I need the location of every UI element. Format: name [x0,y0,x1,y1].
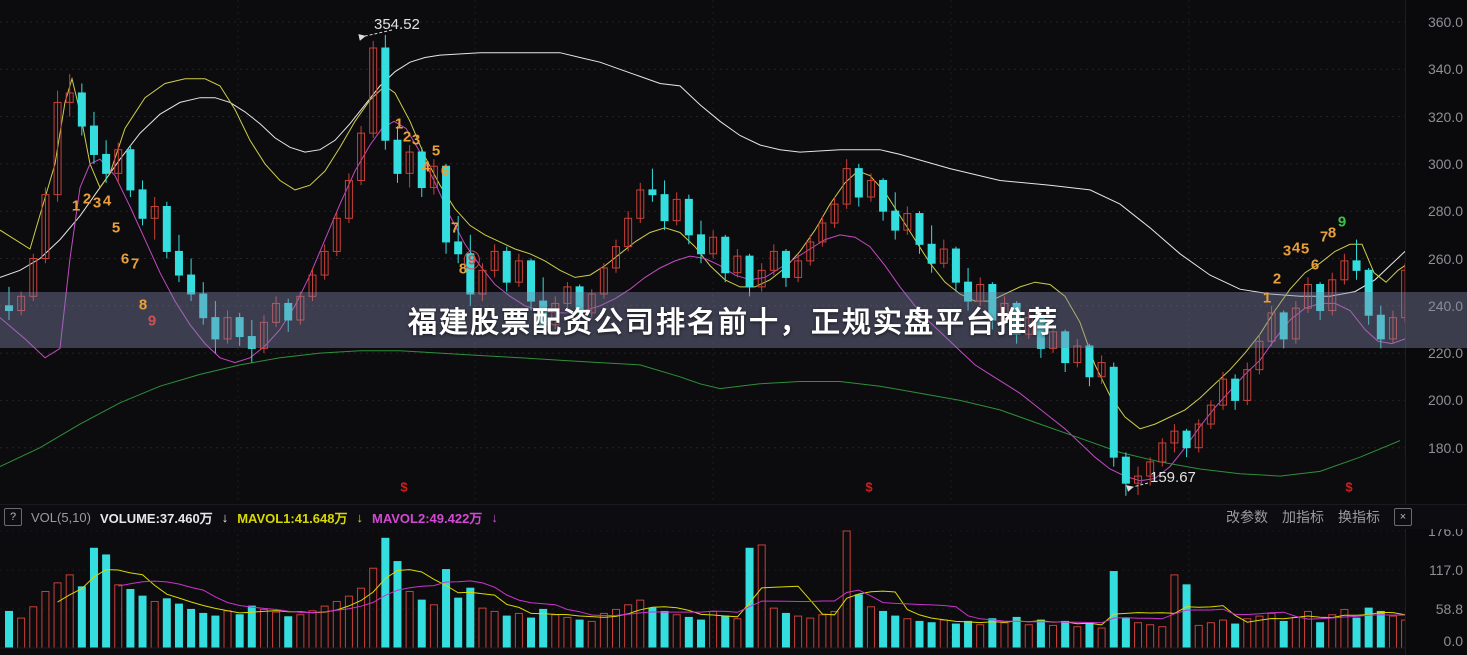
td-sequence-marker: 9 [463,250,481,270]
td-sequence-marker: 5 [111,219,121,237]
td-sequence-marker: 1 [394,115,404,133]
change-params-button[interactable]: 改参数 [1226,509,1268,525]
td-sequence-marker: 6 [1310,256,1320,274]
price-tick-label: 200.0 [1427,392,1463,409]
td-sequence-marker: 8 [138,296,148,314]
volume-tick-label: 0.0 [1443,633,1463,649]
td-sequence-marker: 2 [402,128,412,146]
td-sequence-marker: 8 [1327,224,1337,242]
td-sequence-marker: 2 [1272,270,1282,288]
td-sequence-marker: 5 [431,142,441,160]
td-sequence-marker: 5 [1300,240,1310,258]
price-tick-label: 340.0 [1427,61,1463,78]
volume-down-arrow-icon: ↓ [221,509,229,525]
td-sequence-marker: 8 [458,260,468,278]
td-sequence-marker: 6 [440,162,450,180]
ad-banner-text: 福建股票配资公司排名前十，正规实盘平台推荐 [407,307,1059,339]
td-sequence-marker: 2 [82,190,92,208]
td-sequence-marker: 7 [450,219,460,237]
price-tick-label: 180.0 [1427,439,1463,456]
volume-tick-label: 58.8 [1435,600,1463,617]
td-sequence-marker: 4 [102,192,112,210]
volume-tick-label: 117.0 [1429,562,1463,579]
volume-pane-header: ? VOL(5,10) VOLUME:37.460万 ↓ MAVOL1:41.6… [0,504,1467,529]
price-tick-label: 220.0 [1427,345,1463,362]
td-sequence-marker: 3 [411,131,421,149]
td-sequence-marker: 4 [1291,239,1301,257]
price-tick-label: 260.0 [1427,250,1463,267]
dividend-flag-icon[interactable]: $ [865,479,873,495]
mavol2-value-label: MAVOL2:49.422万 [372,510,483,526]
high-price-annotation: 354.52 [374,16,420,33]
add-indicator-button[interactable]: 加指标 [1282,509,1324,525]
td-sequence-marker: 3 [92,194,102,212]
td-sequence-marker: 7 [1319,228,1329,246]
price-tick-label: 300.0 [1427,155,1463,172]
price-tick-label: 280.0 [1427,203,1463,220]
help-button[interactable]: ? [4,508,22,526]
td-sequence-marker: 6 [120,250,130,268]
td-sequence-marker: 1 [1262,289,1272,307]
price-tick-label: 320.0 [1427,108,1463,125]
td-sequence-marker: 4 [421,158,431,176]
td-sequence-marker: 9 [147,312,157,330]
td-sequence-marker: 7 [130,255,140,273]
price-tick-label: 360.0 [1427,14,1463,30]
switch-indicator-button[interactable]: 换指标 [1338,509,1380,525]
volume-value-label: VOLUME:37.460万 [99,510,213,526]
dividend-flag-icon[interactable]: $ [1345,479,1353,495]
low-price-annotation: 159.67 [1150,469,1196,486]
td-sequence-marker: 1 [71,197,81,215]
close-pane-button[interactable]: × [1394,508,1412,526]
price-tick-label: 240.0 [1427,297,1463,314]
right-axis-gutter [1405,0,1467,655]
mavol1-value-label: MAVOL1:41.648万 [237,510,348,526]
td-sequence-marker: 3 [1282,242,1292,260]
mavol2-down-arrow-icon: ↓ [491,509,498,525]
dividend-flag-icon[interactable]: $ [400,479,408,495]
ad-banner: 福建股票配资公司排名前十，正规实盘平台推荐 [0,292,1467,348]
indicator-name-label[interactable]: VOL(5,10) [31,509,91,525]
td-sequence-marker: 9 [1337,213,1347,231]
mavol1-down-arrow-icon: ↓ [356,509,364,525]
